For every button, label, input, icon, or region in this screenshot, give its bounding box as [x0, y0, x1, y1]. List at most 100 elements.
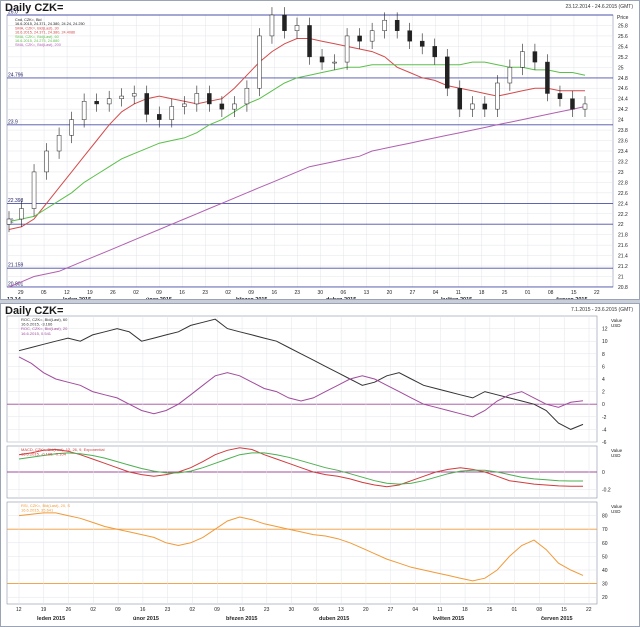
candle-body [495, 82, 500, 110]
x-tick-label: 18 [479, 290, 485, 296]
candle-body [394, 19, 400, 31]
roc-tick-label: -6 [602, 440, 607, 446]
candle-body [582, 103, 588, 110]
candle-body [357, 35, 362, 42]
candle-body [69, 119, 74, 136]
candle-body [419, 40, 425, 47]
x-tick-label: 01 [512, 607, 518, 613]
x-tick-label: 11 [456, 290, 461, 296]
legend-entry: SMA, CZK=, Bid(Last), 30 [15, 26, 59, 30]
y-tick-label: 25.2 [618, 55, 628, 61]
macd-unit-label: USD [611, 453, 621, 458]
candle-body [169, 106, 175, 120]
x-tick-label: 08 [536, 607, 542, 613]
x-tick-label: 02 [90, 607, 96, 613]
rsi-tick-label: 70 [602, 527, 608, 533]
x-tick-label: 22 [586, 607, 592, 613]
x-month-label: leden 2015 [63, 297, 91, 299]
roc-tick-label: 4 [602, 377, 605, 383]
x-tick-label: 06 [313, 607, 319, 613]
candle-body [56, 135, 62, 152]
candle-body [532, 51, 538, 63]
y-tick-label: 24.4 [618, 97, 628, 103]
y-tick-label: 21.6 [618, 243, 628, 249]
candle-body [219, 103, 225, 110]
x-tick-label: 25 [487, 607, 493, 613]
x-tick-label: 19 [87, 290, 93, 296]
x-tick-label: 23 [202, 290, 208, 296]
candle-body [344, 35, 350, 63]
rsi-legend-entry: 16.6.2015, 35.641 [21, 508, 54, 513]
candle-body [482, 103, 488, 110]
candle-body [6, 218, 12, 225]
x-tick-label: 20 [363, 607, 369, 613]
macd-legend-entry: 16.6.2015, -0.165, -0.104 [21, 452, 67, 457]
x-tick-label: 05 [41, 290, 47, 296]
macd-series-line [18, 447, 583, 488]
x-tick-label: 01 [525, 290, 531, 296]
roc-unit-label: USD [611, 323, 621, 328]
y-tick-label: 23.2 [618, 159, 628, 165]
candle-body [182, 103, 187, 107]
x-tick-label: 13 [364, 290, 370, 296]
candle-body [157, 114, 162, 120]
price-chart-svg: 25.8 25.6 25.4 25.2 25 24.8 24.6 24.4 24.2 24 23.8… [6, 7, 629, 299]
x-tick-label: 22 [594, 290, 600, 296]
candle-body [282, 14, 287, 31]
x-month-label: únor 2015 [133, 616, 159, 622]
y-tick-label: 23.6 [618, 139, 628, 145]
x-tick-label: 02 [133, 290, 139, 296]
y-tick-label: 25 [618, 65, 624, 71]
candle-body [307, 25, 312, 58]
rsi-tick-label: 80 [602, 514, 608, 520]
candle-body [457, 87, 463, 110]
y-tick-label: 25.4 [618, 44, 628, 50]
candle-body [81, 101, 87, 120]
x-tick-label: 19 [41, 607, 47, 613]
x-month-label: březen 2015 [226, 616, 258, 622]
candle-body [119, 95, 124, 99]
rsi-unit-label: USD [611, 509, 621, 514]
y-tick-label: 21.4 [618, 254, 628, 260]
x-tick-label: 30 [289, 607, 295, 613]
candle-body [545, 61, 550, 94]
roc-tick-label: 12 [602, 327, 608, 333]
x-tick-label: 16 [271, 290, 277, 296]
roc-tick-label: 2 [602, 390, 605, 396]
price-chart-title: Daily CZK= [5, 2, 64, 14]
x-tick-label: 26 [66, 607, 72, 613]
rsi-tick-label: 20 [602, 595, 608, 601]
rsi-frame [6, 501, 598, 605]
macd-tick-label: -0.2 [602, 487, 611, 493]
candle-body [31, 171, 37, 209]
x-month-label: červen 2015 [541, 616, 573, 622]
indicator-chart-range: 7.1.2015 - 23.6.2015 (GMT) [571, 307, 633, 313]
candle-body [207, 93, 212, 105]
x-month-label: únor 2015 [146, 297, 172, 299]
candle-body [570, 98, 575, 110]
roc-series-line [18, 318, 584, 430]
x-tick-label: 06 [341, 290, 347, 296]
candle-body [269, 14, 275, 37]
candle-body [432, 46, 437, 58]
macd-tick-label: 0 [602, 470, 605, 476]
y-tick-label: 24.8 [618, 76, 628, 82]
x-tick-label: 23 [165, 607, 171, 613]
candle-body [557, 93, 563, 99]
candle-body [520, 51, 525, 68]
candle-body [407, 30, 412, 42]
x-month-label: květen 2015 [441, 297, 472, 299]
pane-splitter[interactable] [0, 300, 640, 303]
level-label: 24.796 [8, 72, 24, 78]
price-chart-window: Daily CZK= 23.12.2014 - 24.6.2015 (GMT) … [0, 0, 640, 300]
level-label: 23.9 [8, 119, 18, 125]
x-tick-label: 15 [571, 290, 577, 296]
candle-body [445, 56, 450, 89]
x-tick-label: 09 [156, 290, 162, 296]
candle-body [257, 35, 262, 89]
x-tick-label: 18 [462, 607, 468, 613]
x-tick-label: 23 [294, 290, 300, 296]
roc-legend-entry: 16.6.2015, 0.541 [21, 331, 52, 336]
legend-entry: SMA, CZK=, Bid(Last), 200 [15, 43, 61, 47]
